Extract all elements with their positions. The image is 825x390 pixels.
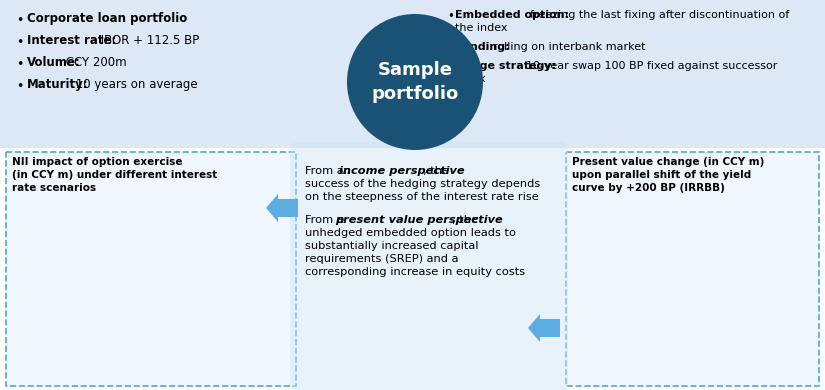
Text: -10: -10: [245, 243, 260, 252]
Text: IBOR + 112.5 BP: IBOR + 112.5 BP: [97, 34, 200, 47]
Text: -20: -20: [76, 266, 91, 275]
Text: Corporate loan portfolio: Corporate loan portfolio: [27, 12, 187, 25]
FancyArrow shape: [266, 194, 298, 222]
Text: Interest rate:: Interest rate:: [27, 34, 116, 47]
Text: Hedge strategy:: Hedge strategy:: [455, 61, 556, 71]
Bar: [566, 152, 819, 386]
Text: •: •: [16, 14, 23, 27]
Text: + 20BP/year: + 20BP/year: [50, 299, 106, 308]
Text: + 10BP/year: + 10BP/year: [50, 315, 106, 324]
Text: index: index: [455, 74, 486, 84]
Bar: [167, 216, 201, 332]
Text: From an: From an: [305, 166, 355, 176]
Text: -35.1: -35.1: [722, 346, 747, 356]
Bar: [25, 298, 45, 308]
Bar: [67, 216, 101, 262]
Text: CCY 200m: CCY 200m: [62, 56, 126, 69]
Text: •: •: [16, 58, 23, 71]
Text: Funding:: Funding:: [455, 42, 510, 52]
Text: success of the hedging strategy depends: success of the hedging strategy depends: [305, 179, 540, 189]
Text: -20: -20: [211, 266, 226, 275]
Text: •: •: [16, 80, 23, 93]
Text: hedged
(hedging costs): hedged (hedging costs): [47, 350, 120, 370]
FancyBboxPatch shape: [290, 142, 568, 390]
Text: freezing the last fixing after discontinuation of: freezing the last fixing after discontin…: [530, 10, 790, 20]
Text: rolling on interbank market: rolling on interbank market: [493, 42, 645, 52]
Bar: [610, 214, 663, 215]
Text: income perspective: income perspective: [339, 166, 464, 176]
Text: 10-year swap 100 BP fixed against successor: 10-year swap 100 BP fixed against succes…: [526, 61, 777, 71]
Text: -20: -20: [42, 266, 57, 275]
Text: •: •: [16, 36, 23, 49]
Bar: [700, 214, 769, 345]
Text: the index: the index: [455, 23, 507, 33]
Bar: [33, 216, 67, 262]
Text: •: •: [447, 10, 454, 23]
Text: •: •: [447, 42, 454, 55]
Text: Sample: Sample: [378, 61, 452, 79]
Bar: [201, 216, 235, 262]
Text: requirements (SREP) and a: requirements (SREP) and a: [305, 254, 459, 264]
Bar: [25, 314, 45, 325]
Bar: [6, 152, 296, 386]
Ellipse shape: [347, 14, 483, 150]
Text: portfolio: portfolio: [371, 85, 459, 103]
Text: hedged: hedged: [617, 356, 657, 365]
Text: •: •: [447, 61, 454, 74]
Bar: [101, 216, 134, 262]
Text: unhedged embedded option leads to: unhedged embedded option leads to: [305, 228, 516, 238]
Text: -50: -50: [177, 335, 192, 344]
Text: -0.2: -0.2: [627, 216, 646, 226]
Text: present value perspective: present value perspective: [335, 215, 502, 225]
Text: Maturity:: Maturity:: [27, 78, 88, 91]
Text: on the steepness of the interest rate rise: on the steepness of the interest rate ri…: [305, 192, 539, 202]
Text: unhedged: unhedged: [195, 350, 243, 359]
Text: -20: -20: [110, 266, 125, 275]
Text: Present value change (in CCY m)
upon parallel shift of the yield
curve by +200 B: Present value change (in CCY m) upon par…: [572, 157, 765, 193]
Text: corresponding increase in equity costs: corresponding increase in equity costs: [305, 267, 526, 277]
Text: + 50BP/year: + 50BP/year: [50, 283, 106, 292]
Bar: [0, 148, 825, 390]
Text: unhedged: unhedged: [708, 356, 761, 365]
Text: , the: , the: [452, 215, 478, 225]
Text: Volume:: Volume:: [27, 56, 81, 69]
Text: substantially increased capital: substantially increased capital: [305, 241, 478, 251]
Bar: [0, 0, 825, 148]
Text: NII impact of option exercise
(in CCY m) under different interest
rate scenarios: NII impact of option exercise (in CCY m)…: [12, 157, 217, 193]
Text: From a: From a: [305, 215, 347, 225]
Bar: [25, 282, 45, 292]
FancyArrow shape: [528, 314, 560, 342]
Text: , the: , the: [423, 166, 450, 176]
Bar: [235, 216, 269, 239]
Text: 10 years on average: 10 years on average: [72, 78, 198, 91]
Text: Embedded option:: Embedded option:: [455, 10, 569, 20]
